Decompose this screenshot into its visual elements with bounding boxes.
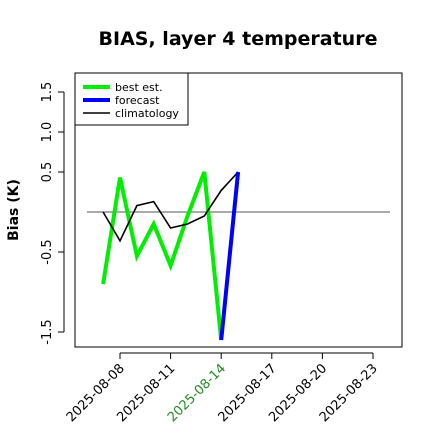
y-tick-label: 0.5 — [40, 162, 55, 183]
y-axis-label: Bias (K) — [6, 179, 22, 241]
series-layer — [101, 171, 241, 341]
y-tick-label: 1.0 — [40, 122, 55, 143]
y-tick-label: -0.5 — [40, 239, 55, 264]
legend-label: forecast — [115, 94, 160, 107]
y-tick-label: 1.5 — [40, 82, 55, 103]
x-axis: 2025-08-082025-08-112025-08-142025-08-17… — [64, 352, 381, 425]
series-line-climatology — [102, 171, 239, 243]
legend-label: best est. — [115, 81, 163, 94]
legend-label: climatology — [115, 107, 179, 120]
series-line-forecast — [219, 171, 241, 341]
y-tick-label: -1.5 — [40, 319, 55, 344]
series-line-best-est — [101, 171, 224, 341]
chart-title: BIAS, layer 4 temperature — [99, 28, 378, 50]
plot-frame — [74, 72, 403, 348]
y-axis: -1.5 -0.5 0.5 1.0 1.5 — [40, 82, 65, 345]
